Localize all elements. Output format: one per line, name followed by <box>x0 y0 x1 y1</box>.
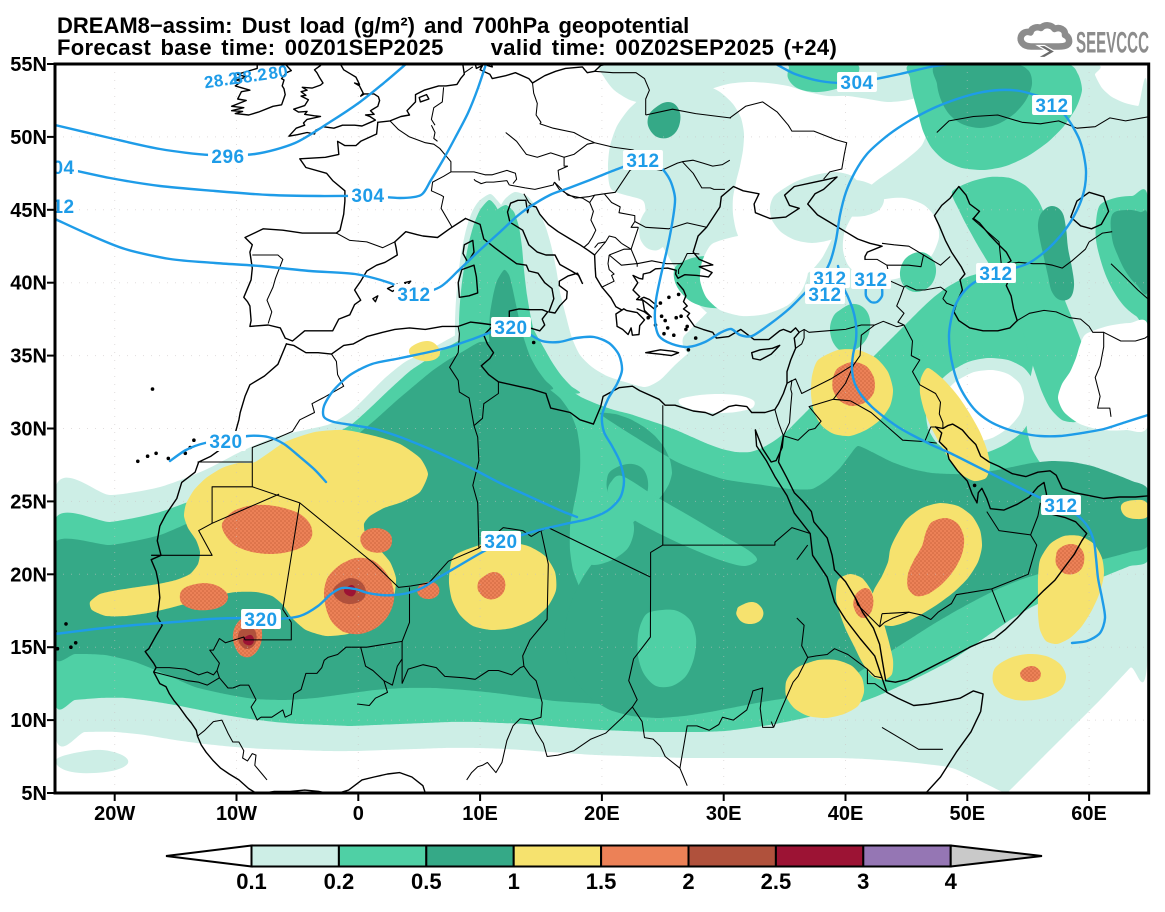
svg-text:30N: 30N <box>10 419 47 441</box>
svg-text:88.2: 88.2 <box>232 65 269 89</box>
svg-text:304: 304 <box>41 158 74 179</box>
svg-text:80: 80 <box>267 62 289 84</box>
svg-text:SEEVCCC: SEEVCCC <box>1076 27 1149 60</box>
svg-text:320: 320 <box>244 610 277 631</box>
svg-text:20N: 20N <box>10 564 47 586</box>
svg-text:4: 4 <box>945 869 958 894</box>
svg-text:312: 312 <box>626 151 659 172</box>
svg-text:312: 312 <box>41 197 74 218</box>
svg-text:20W: 20W <box>94 803 135 825</box>
svg-text:10E: 10E <box>462 803 498 825</box>
svg-text:Forecast base time: 00Z01SEP20: Forecast base time: 00Z01SEP2025 valid t… <box>57 35 837 60</box>
svg-text:3: 3 <box>857 869 869 894</box>
svg-text:45N: 45N <box>10 200 47 222</box>
svg-text:304: 304 <box>351 186 384 207</box>
svg-text:312: 312 <box>808 285 841 306</box>
svg-text:320: 320 <box>209 432 242 453</box>
svg-text:312: 312 <box>1035 96 1068 117</box>
svg-text:DREAM8−assim: Dust load (g/m²): DREAM8−assim: Dust load (g/m²) and 700hP… <box>57 13 689 38</box>
svg-text:0: 0 <box>353 803 364 825</box>
svg-text:50E: 50E <box>950 803 986 825</box>
svg-text:312: 312 <box>854 270 887 291</box>
svg-text:5N: 5N <box>21 783 47 805</box>
svg-text:0.2: 0.2 <box>324 869 355 894</box>
svg-text:2.5: 2.5 <box>761 869 792 894</box>
svg-text:10N: 10N <box>10 710 47 732</box>
svg-text:2: 2 <box>682 869 694 894</box>
svg-text:20E: 20E <box>584 803 620 825</box>
svg-text:28.2: 28.2 <box>203 69 240 93</box>
svg-text:320: 320 <box>484 532 517 553</box>
svg-text:40E: 40E <box>828 803 864 825</box>
svg-text:312: 312 <box>1044 496 1077 517</box>
svg-text:35N: 35N <box>10 346 47 368</box>
svg-text:0.5: 0.5 <box>411 869 442 894</box>
svg-text:320: 320 <box>494 318 527 339</box>
svg-text:15N: 15N <box>10 637 47 659</box>
svg-text:312: 312 <box>397 285 430 306</box>
svg-text:40N: 40N <box>10 273 47 295</box>
svg-text:55N: 55N <box>10 54 47 76</box>
svg-text:30E: 30E <box>706 803 742 825</box>
svg-text:296: 296 <box>211 147 244 168</box>
svg-text:10W: 10W <box>216 803 257 825</box>
svg-text:1.5: 1.5 <box>586 869 617 894</box>
svg-text:60E: 60E <box>1071 803 1107 825</box>
svg-text:50N: 50N <box>10 127 47 149</box>
svg-text:0.1: 0.1 <box>236 869 267 894</box>
svg-text:1: 1 <box>508 869 520 894</box>
svg-text:304: 304 <box>840 73 873 94</box>
svg-text:25N: 25N <box>10 491 47 513</box>
svg-text:312: 312 <box>979 264 1012 285</box>
